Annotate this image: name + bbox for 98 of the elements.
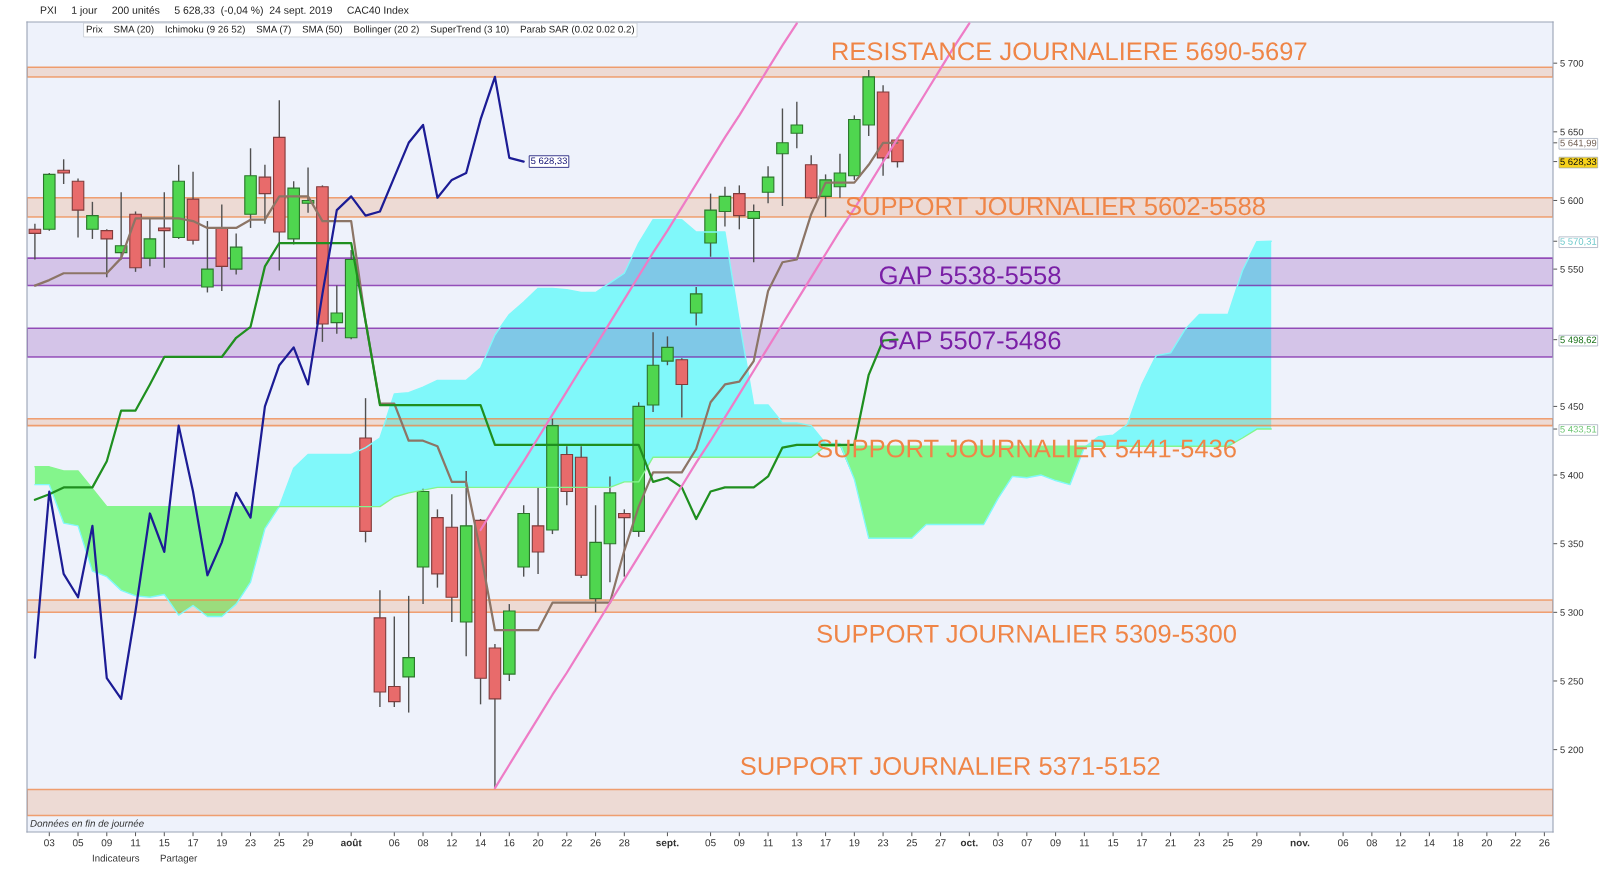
y-tick-label: 5 350 bbox=[1560, 540, 1584, 548]
x-tick-label: 17 bbox=[1137, 839, 1147, 847]
candlestick bbox=[86, 201, 99, 240]
x-tick-label: 25 bbox=[274, 839, 285, 847]
x-tick-label: 25 bbox=[1223, 839, 1234, 847]
candlestick bbox=[157, 191, 171, 269]
x-tick-label: 23 bbox=[1194, 839, 1205, 847]
x-tick-label: 07 bbox=[1021, 839, 1032, 847]
candlestick bbox=[733, 184, 746, 231]
x-tick-label: 03 bbox=[44, 839, 55, 847]
x-tick-label: 23 bbox=[878, 839, 889, 847]
x-tick-label: 29 bbox=[1251, 839, 1262, 847]
candlestick bbox=[57, 158, 70, 185]
x-tick-label: août bbox=[340, 838, 362, 847]
band-label: GAP 5507-5486 bbox=[879, 331, 1061, 350]
data-label: 5 628,33 bbox=[531, 157, 567, 166]
text: Partager bbox=[160, 854, 198, 864]
candlestick bbox=[718, 186, 732, 228]
x-tick-label: oct. bbox=[960, 839, 978, 847]
candlestick bbox=[387, 615, 401, 708]
x-tick-label: 19 bbox=[216, 839, 227, 847]
y-tick-label: 5 641,99 bbox=[1560, 139, 1597, 148]
x-tick-label: 08 bbox=[1366, 839, 1377, 847]
y-tick-label: 5 550 bbox=[1560, 265, 1584, 273]
x-tick-label: 19 bbox=[849, 839, 860, 847]
y-tick-label: 5 200 bbox=[1560, 746, 1584, 754]
x-tick-label: 08 bbox=[417, 839, 429, 847]
y-tick-label: 5 250 bbox=[1560, 677, 1584, 685]
candlestick bbox=[229, 232, 243, 276]
x-tick-label: 21 bbox=[1165, 839, 1176, 847]
y-tick-label: 5 300 bbox=[1560, 609, 1584, 616]
x-tick-label: 23 bbox=[245, 839, 256, 847]
candlestick bbox=[100, 228, 114, 279]
x-tick-label: 09 bbox=[734, 839, 745, 847]
y-tick-label: 5 700 bbox=[1560, 60, 1584, 67]
x-tick-label: 03 bbox=[992, 839, 1004, 847]
x-tick-label: 11 bbox=[131, 839, 141, 847]
x-tick-label: 16 bbox=[504, 839, 515, 847]
candlestick bbox=[689, 286, 703, 327]
candlestick bbox=[330, 284, 344, 335]
y-tick-label: 5 570,31 bbox=[1560, 238, 1597, 246]
x-tick-label: 29 bbox=[302, 839, 314, 847]
x-tick-label: 05 bbox=[72, 839, 84, 847]
band-label: SUPPORT JOURNALIER 5371-5152 bbox=[740, 756, 1160, 776]
x-tick-label: 05 bbox=[705, 839, 716, 847]
x-tick-label: 22 bbox=[561, 839, 572, 847]
candlestick bbox=[761, 165, 775, 204]
x-tick-label: 28 bbox=[619, 839, 630, 847]
y-tick-label: 5 650 bbox=[1560, 128, 1584, 136]
x-tick-label: 17 bbox=[820, 839, 831, 847]
x-tick-label: 12 bbox=[1395, 839, 1406, 847]
y-tick-label: 5 433,51 bbox=[1560, 425, 1597, 434]
x-tick-label: 25 bbox=[906, 839, 917, 847]
band-label: SUPPORT JOURNALIER 5309-5300 bbox=[817, 624, 1236, 643]
candlestick bbox=[790, 100, 804, 150]
line-series bbox=[479, 22, 798, 532]
x-tick-label: 15 bbox=[1108, 839, 1119, 847]
x-tick-label: 11 bbox=[1079, 839, 1090, 847]
candlestick bbox=[618, 508, 631, 578]
y-tick-label: 5 628,33 bbox=[1560, 158, 1597, 167]
x-tick-label: 12 bbox=[447, 839, 457, 847]
candlestick bbox=[258, 164, 272, 225]
candlestick bbox=[402, 595, 415, 714]
x-tick-label: 14 bbox=[1424, 839, 1435, 847]
x-tick-label: 17 bbox=[188, 839, 199, 847]
x-tick-label: 27 bbox=[935, 839, 946, 847]
x-tick-label: 06 bbox=[1337, 839, 1349, 847]
x-tick-label: 14 bbox=[475, 839, 486, 847]
annotation: Données en fin de journée bbox=[30, 819, 144, 829]
x-tick-label: 06 bbox=[389, 839, 400, 847]
x-tick-label: sept. bbox=[656, 839, 679, 849]
x-tick-label: 13 bbox=[792, 839, 802, 847]
band-label: GAP 5538-5558 bbox=[879, 266, 1061, 285]
x-tick-label: 15 bbox=[159, 839, 170, 847]
x-tick-label: 20 bbox=[533, 839, 544, 847]
x-tick-label: 09 bbox=[1050, 839, 1061, 847]
x-tick-label: 26 bbox=[590, 839, 601, 847]
x-tick-label: nov. bbox=[1290, 840, 1310, 847]
candlestick bbox=[661, 335, 674, 366]
x-tick-label: 09 bbox=[101, 839, 112, 847]
candlestick bbox=[776, 107, 789, 207]
candlestick bbox=[28, 223, 42, 261]
candlestick bbox=[201, 220, 214, 294]
candlestick bbox=[747, 203, 761, 263]
chart-title: PXI 1 jour 200 unités 5 628,33 (-0,04 %) 24 sept. 2019 CAC40 Index bbox=[40, 6, 409, 16]
y-tick-label: 5 600 bbox=[1560, 197, 1584, 204]
text: Indicateurs bbox=[92, 854, 140, 862]
y-tick-label: 5 450 bbox=[1560, 403, 1584, 410]
x-tick-label: 18 bbox=[1453, 839, 1464, 847]
chart-subtitle: Prix SMA (20) Ichimoku (9 26 52) SMA (7) SMA (50) Bollinger (20 2) SuperTrend (3 10) Parab SAR (0.02 0.02 0.2) bbox=[86, 25, 635, 35]
line-series bbox=[33, 75, 525, 700]
candlestick bbox=[143, 217, 157, 268]
x-tick-label: 26 bbox=[1539, 839, 1550, 847]
x-tick-label: 11 bbox=[763, 839, 773, 847]
y-tick-label: 5 498,62 bbox=[1560, 336, 1597, 345]
x-tick-label: 22 bbox=[1510, 839, 1521, 847]
x-tick-label: 20 bbox=[1481, 839, 1493, 847]
y-tick-label: 5 400 bbox=[1560, 471, 1584, 479]
